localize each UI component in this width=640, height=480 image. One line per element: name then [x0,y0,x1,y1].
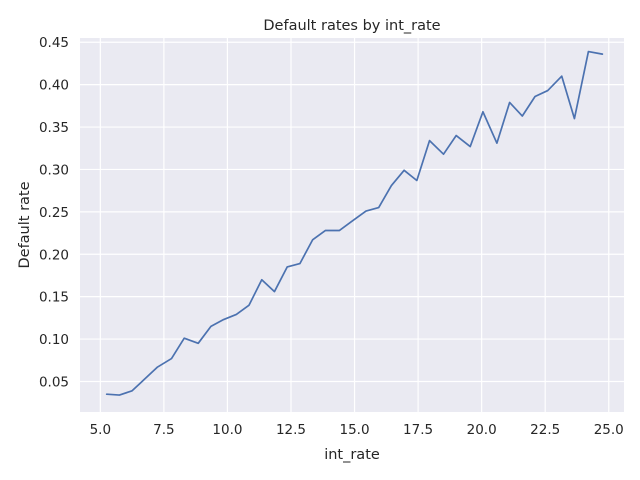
x-tick-label: 5.0 [90,422,111,438]
x-tick-label: 25.0 [594,422,624,438]
y-tick-label: 0.35 [39,120,69,136]
x-tick-label: 15.0 [340,422,370,438]
x-tick-label: 7.5 [153,422,174,438]
y-tick-label: 0.20 [39,247,69,263]
y-grid [80,41,624,383]
chart-title: Default rates by int_rate [263,18,440,34]
y-tick-label: 0.45 [39,35,69,51]
y-tick-label: 0.15 [39,290,69,306]
x-tick-label: 12.5 [276,422,306,438]
x-tick-label: 22.5 [530,422,560,438]
y-tick-label: 0.10 [39,332,69,348]
plot-area [80,38,624,412]
y-tick-label: 0.25 [39,205,69,221]
x-grid [99,38,610,412]
series-layer [105,50,604,396]
x-tick-label: 10.0 [212,422,242,438]
y-tick-label: 0.30 [39,162,69,178]
x-tick-label: 17.5 [403,422,433,438]
y-tick-labels: 0.05 0.10 0.15 0.20 0.25 0.30 0.35 0.40 0.45 [39,35,69,390]
y-axis-label: Default rate [17,181,33,268]
x-axis-label: int_rate [324,447,380,463]
series-line [105,50,604,396]
y-tick-label: 0.05 [39,374,69,390]
y-tick-label: 0.40 [39,78,69,94]
x-tick-label: 20.0 [467,422,497,438]
x-tick-labels: 5.0 7.5 10.0 12.5 15.0 17.5 20.0 22.5 25.0 [90,422,624,438]
